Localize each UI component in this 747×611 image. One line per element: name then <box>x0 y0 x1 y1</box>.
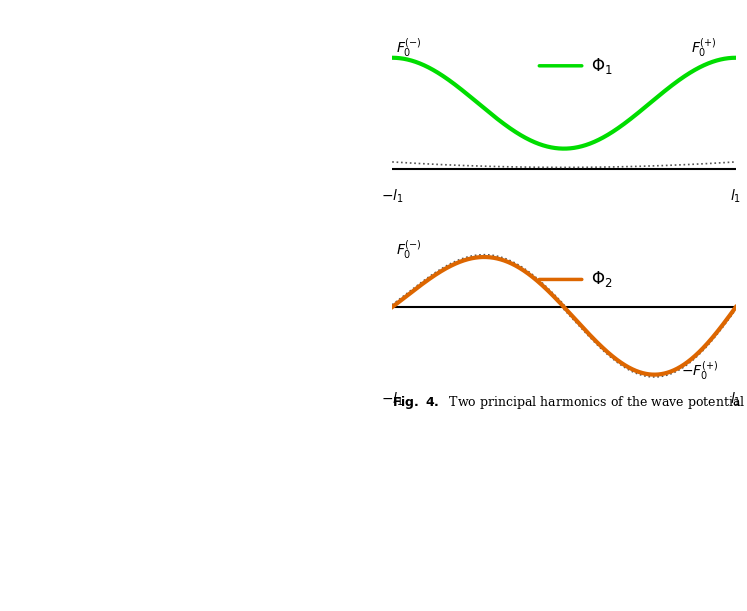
Text: $-l_1$: $-l_1$ <box>381 390 403 408</box>
Text: $l_1$: $l_1$ <box>731 187 741 205</box>
Text: $F_0^{(+)}$: $F_0^{(+)}$ <box>691 37 717 59</box>
Text: $\mathbf{Fig.\ 4.}$  Two principal harmonics of the wave potential $\Phi$.: $\mathbf{Fig.\ 4.}$ Two principal harmon… <box>392 394 747 411</box>
Text: $\Phi_1$: $\Phi_1$ <box>592 56 613 76</box>
Text: $-l_1$: $-l_1$ <box>381 187 403 205</box>
Text: $\Phi_2$: $\Phi_2$ <box>592 269 613 290</box>
Text: $F_0^{(-)}$: $F_0^{(-)}$ <box>396 37 421 59</box>
Text: $l_1$: $l_1$ <box>731 390 741 408</box>
Text: $F_0^{(-)}$: $F_0^{(-)}$ <box>396 238 421 261</box>
Text: $-F_0^{(+)}$: $-F_0^{(+)}$ <box>681 360 718 382</box>
